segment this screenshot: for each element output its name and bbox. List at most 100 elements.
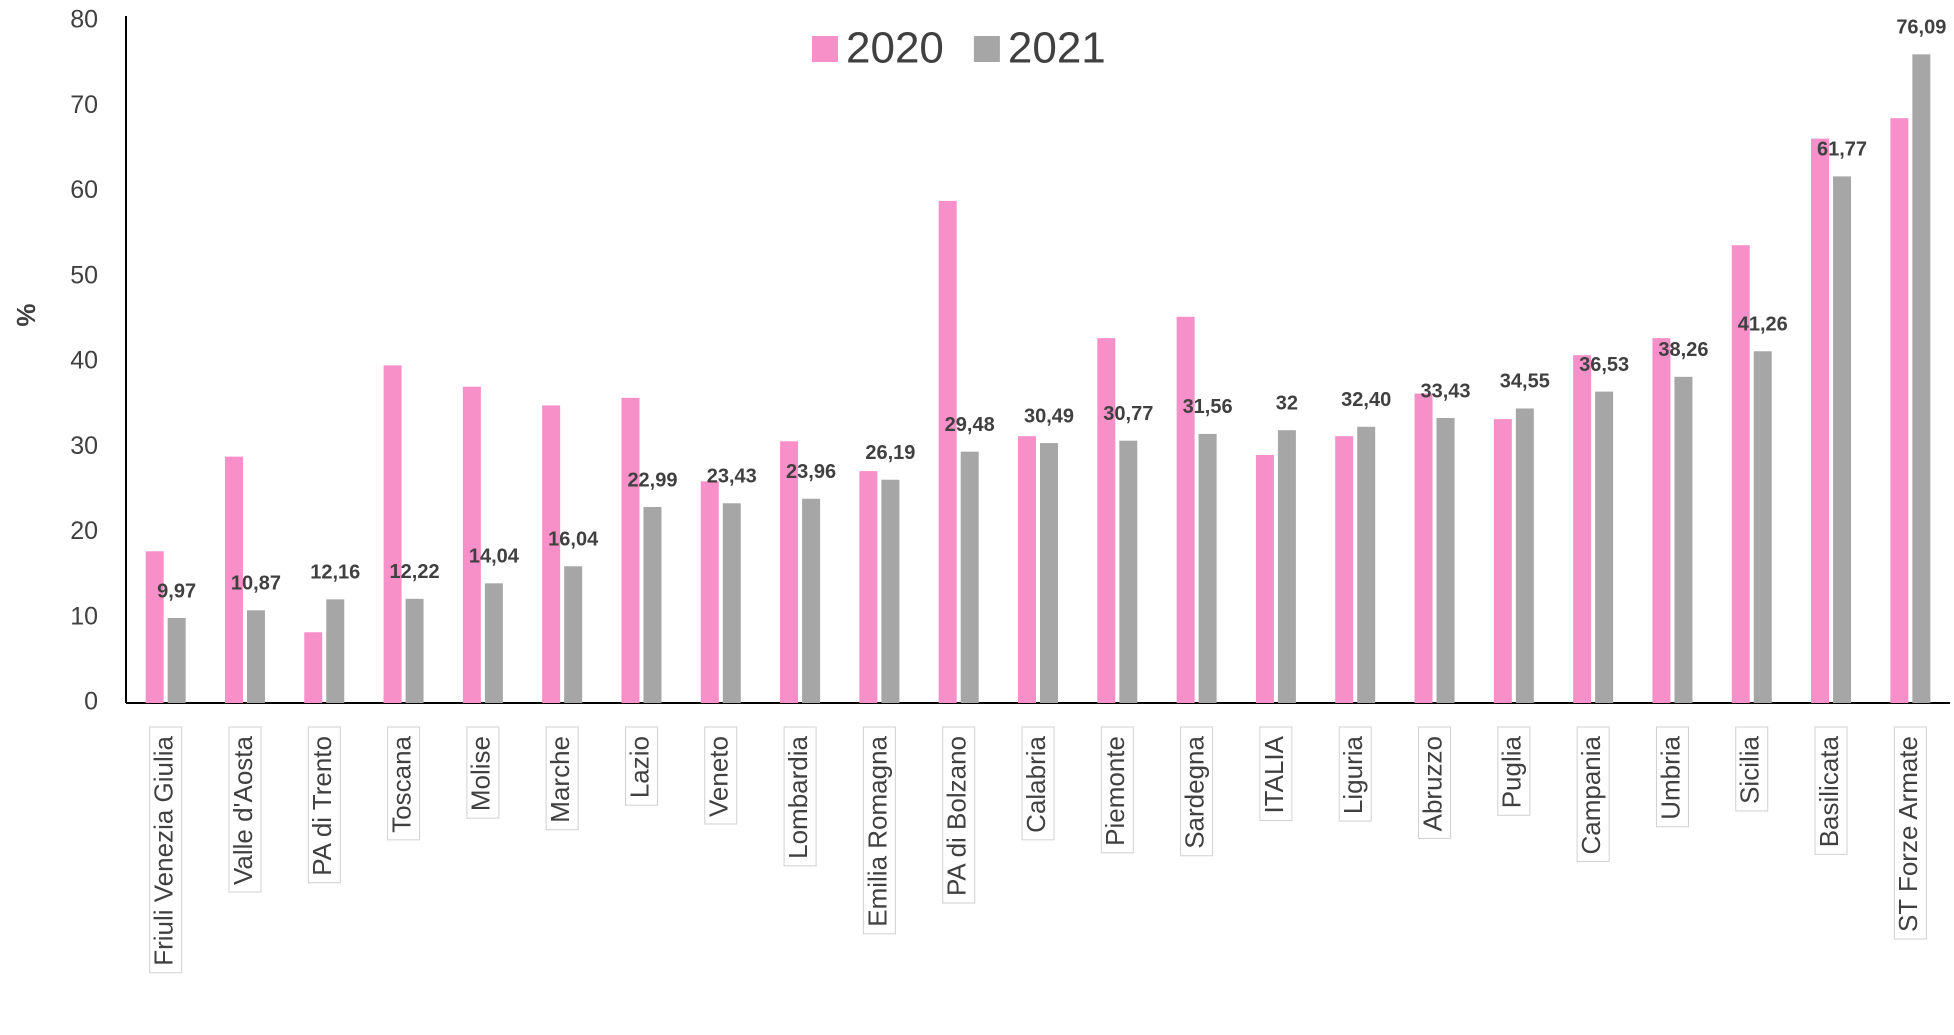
x-tick-label: Calabria: [1021, 735, 1051, 832]
x-tick-box: [307, 726, 341, 884]
bar: [542, 405, 561, 703]
x-tick-label: Veneto: [704, 736, 734, 817]
y-tick-label: 70: [70, 91, 98, 119]
bar: [564, 566, 583, 703]
bar: [1414, 393, 1433, 703]
x-tick-box: [1100, 726, 1134, 854]
legend-label: 2021: [1008, 24, 1106, 73]
x-tick-label: Piemonte: [1100, 736, 1130, 846]
data-label: 14,04: [469, 546, 520, 568]
y-tick-label: 60: [70, 176, 98, 204]
x-tick-label: Friuli Venezia Giulia: [149, 735, 179, 965]
data-label: 23,96: [786, 461, 836, 483]
data-label: 76,09: [1896, 17, 1946, 39]
x-tick-box: [1814, 726, 1848, 855]
x-tick-label: Sicilia: [1735, 735, 1765, 803]
x-tick-label: Lazio: [624, 736, 654, 798]
y-tick-label: 40: [70, 347, 98, 375]
x-tick-label: Emilia Romagna: [862, 735, 892, 926]
x-tick-box: [228, 726, 262, 893]
bar: [881, 479, 900, 703]
bar: [1753, 351, 1772, 703]
x-tick-box: [1180, 726, 1214, 857]
bar: [1018, 436, 1036, 703]
bar: [1176, 316, 1195, 703]
bar: [1277, 430, 1296, 703]
bar: [1833, 176, 1852, 703]
x-tick-label: Lombardia: [783, 735, 813, 858]
bar: [1119, 440, 1138, 703]
x-tick-label: Toscana: [386, 735, 416, 832]
bar: [405, 598, 424, 703]
bar: [246, 610, 265, 703]
data-label: 32: [1276, 392, 1298, 414]
data-label: 32,40: [1341, 389, 1391, 411]
bar: [326, 599, 345, 703]
bar: [1890, 118, 1909, 703]
legend-swatch: [973, 36, 1000, 62]
x-tick-box: [545, 726, 579, 831]
x-tick-box: [1021, 726, 1055, 841]
bar: [1573, 355, 1592, 703]
data-label: 36,53: [1579, 354, 1629, 376]
x-tick-label: Sardegna: [1179, 735, 1209, 848]
x-tick-box: [624, 726, 658, 806]
x-tick-label: Umbria: [1655, 735, 1685, 819]
bar: [859, 471, 878, 703]
data-label: 41,26: [1738, 314, 1788, 336]
data-label: 22,99: [627, 469, 677, 491]
data-label: 33,43: [1420, 380, 1470, 402]
bar: [621, 397, 640, 703]
data-label: 9,97: [157, 580, 196, 602]
data-label: 29,48: [945, 414, 995, 436]
x-tick-label: Valle d'Aosta: [228, 735, 258, 885]
y-tick-label: 10: [70, 602, 98, 630]
bar: [145, 551, 164, 703]
x-tick-label: Campania: [1576, 735, 1606, 854]
bar: [1436, 418, 1455, 703]
x-tick-label: Abruzzo: [1417, 736, 1447, 831]
bar: [1493, 419, 1512, 703]
x-tick-box: [466, 726, 500, 819]
data-label: 61,77: [1817, 139, 1867, 161]
bar: [484, 583, 503, 703]
bar: [780, 441, 799, 703]
bar: [1731, 245, 1750, 703]
x-tick-label: Basilicata: [1814, 735, 1844, 847]
x-tick-label: Liguria: [1338, 735, 1368, 814]
bar: [643, 507, 662, 703]
x-tick-label: PA di Bolzano: [942, 736, 972, 896]
data-label: 30,49: [1024, 405, 1074, 427]
bar: [304, 632, 323, 703]
data-label: 23,43: [707, 466, 757, 488]
x-tick-box: [1655, 726, 1689, 828]
legend-swatch: [812, 36, 838, 62]
y-tick-label: 20: [70, 517, 98, 545]
x-tick-label: Puglia: [1497, 735, 1527, 808]
y-tick-label: 50: [70, 261, 98, 289]
data-label: 26,19: [865, 442, 915, 464]
bar: [462, 386, 481, 703]
legend-label: 2020: [846, 24, 944, 73]
bar: [960, 451, 979, 703]
bar: [224, 456, 243, 703]
x-tick-box: [1259, 726, 1293, 822]
bar: [167, 618, 186, 703]
bar: [802, 498, 821, 703]
data-label: 12,22: [390, 561, 440, 583]
bar: [1811, 138, 1830, 703]
x-tick-box: [942, 726, 976, 904]
x-tick-box: [1735, 726, 1769, 812]
x-tick-box: [1338, 726, 1372, 822]
bar: [1335, 436, 1354, 703]
data-label: 38,26: [1658, 339, 1708, 361]
x-tick-box: [1893, 726, 1927, 940]
bar: [722, 503, 741, 703]
x-tick-label: Marche: [545, 736, 575, 823]
x-tick-label: Molise: [466, 736, 496, 811]
bar: [1040, 443, 1058, 703]
bar: [1652, 338, 1671, 703]
data-label: 30,77: [1103, 403, 1153, 425]
x-tick-label: ST Forze Armate: [1893, 736, 1923, 932]
